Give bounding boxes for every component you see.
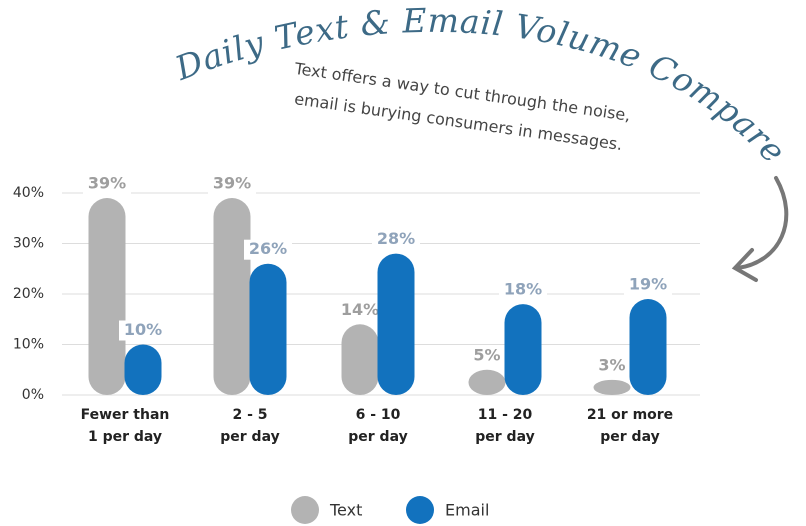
bar <box>88 198 126 395</box>
bar <box>468 369 506 395</box>
value-label: 5% <box>473 345 500 364</box>
legend-swatch <box>406 496 434 524</box>
label-bg <box>83 174 131 195</box>
y-tick-label: 10% <box>13 337 44 353</box>
label-bg <box>208 174 256 195</box>
bar <box>124 344 162 395</box>
x-tick-label: 11 - 20 <box>478 407 533 423</box>
label-bg <box>624 275 672 296</box>
label-bg <box>463 345 511 366</box>
label-bg <box>588 355 636 376</box>
y-tick-label: 30% <box>13 236 44 252</box>
y-tick-label: 20% <box>13 286 44 302</box>
legend-label: Email <box>445 501 489 520</box>
value-label: 26% <box>249 239 287 258</box>
label-bg <box>244 239 292 260</box>
y-tick-label: 0% <box>22 387 44 403</box>
y-tick-label: 40% <box>13 185 44 201</box>
x-tick-label: Fewer than <box>81 407 170 423</box>
x-tick-label: per day <box>348 429 407 445</box>
bar <box>593 379 631 395</box>
arrow <box>731 176 789 282</box>
value-label: 18% <box>504 280 542 299</box>
value-label: 19% <box>629 275 667 294</box>
x-tick-label: 6 - 10 <box>356 407 401 423</box>
label-bg <box>499 280 547 301</box>
x-tick-label: 21 or more <box>587 407 673 423</box>
bar <box>504 304 542 395</box>
legend-swatch <box>291 496 319 524</box>
value-label: 39% <box>88 174 126 193</box>
bar <box>213 198 251 395</box>
bar <box>341 324 379 395</box>
x-tick-label: 2 - 5 <box>232 407 267 423</box>
value-label: 10% <box>124 320 162 339</box>
x-tick-label: per day <box>600 429 659 445</box>
bar <box>249 263 287 395</box>
subtitle: Text offers a way to cut through the noi… <box>293 59 632 154</box>
x-tick-label: per day <box>475 429 534 445</box>
value-label: 3% <box>598 355 625 374</box>
value-label: 39% <box>213 174 251 193</box>
bar <box>629 299 667 395</box>
legend-label: Text <box>329 501 362 520</box>
label-bg <box>372 229 420 250</box>
value-label: 14% <box>341 300 379 319</box>
bar <box>377 253 415 395</box>
label-bg <box>336 300 384 321</box>
value-label: 28% <box>377 229 415 248</box>
x-tick-label: 1 per day <box>88 429 162 445</box>
label-bg <box>119 320 167 341</box>
x-tick-label: per day <box>220 429 279 445</box>
